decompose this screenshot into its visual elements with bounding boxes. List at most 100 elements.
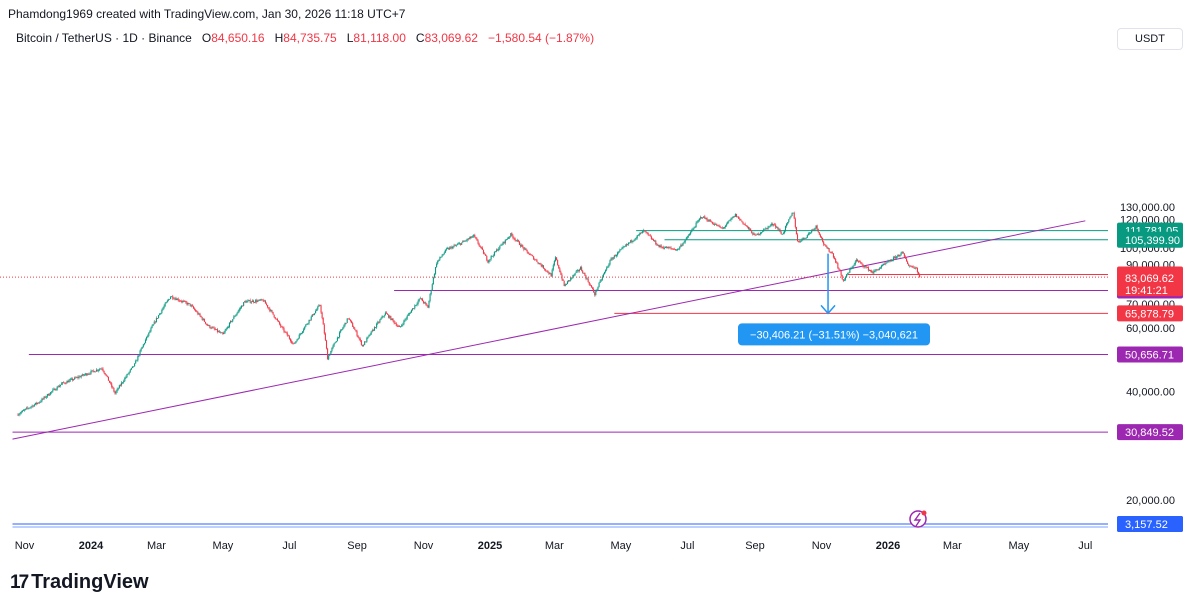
candle-body bbox=[310, 316, 312, 320]
candle-body bbox=[111, 383, 113, 387]
candle-body bbox=[160, 312, 162, 314]
candle-body bbox=[332, 345, 334, 349]
candle-body bbox=[648, 234, 650, 236]
trendline[interactable] bbox=[12, 220, 1086, 440]
candle-body bbox=[717, 225, 719, 227]
candle-body bbox=[313, 313, 316, 315]
candle-body bbox=[632, 240, 634, 242]
candle-body bbox=[591, 287, 594, 289]
candle-body bbox=[830, 252, 832, 254]
candle-body bbox=[527, 251, 529, 254]
candle-body bbox=[636, 235, 638, 238]
candle-body bbox=[571, 277, 573, 279]
candle-body bbox=[86, 373, 88, 376]
candle-body bbox=[148, 332, 150, 336]
candle-body bbox=[262, 300, 264, 302]
candle-body bbox=[163, 306, 165, 309]
candle-body bbox=[819, 234, 821, 237]
candle-body bbox=[767, 226, 769, 229]
candle-body bbox=[49, 394, 51, 396]
candle-body bbox=[673, 249, 675, 250]
candle-body bbox=[71, 378, 74, 381]
candle-body bbox=[639, 232, 642, 234]
candle-body bbox=[299, 333, 301, 335]
candle-body bbox=[724, 225, 727, 228]
measure-label-box[interactable] bbox=[738, 323, 930, 346]
candle-body bbox=[312, 314, 314, 316]
candle-body bbox=[729, 220, 731, 221]
candle-body bbox=[26, 407, 28, 409]
candle-body bbox=[276, 318, 278, 321]
x-tick-label: May bbox=[213, 540, 234, 552]
candle-body bbox=[865, 266, 867, 268]
candle-body bbox=[663, 247, 666, 249]
candle-body bbox=[668, 247, 670, 248]
x-tick-label: Sep bbox=[745, 540, 765, 552]
candle-body bbox=[182, 301, 184, 302]
candle-body bbox=[137, 355, 139, 361]
candle-body bbox=[769, 225, 771, 227]
candle-body bbox=[240, 305, 243, 308]
candle-body bbox=[325, 340, 328, 349]
candle-body bbox=[113, 388, 115, 392]
candle-body bbox=[711, 222, 714, 224]
x-tick-label: Mar bbox=[943, 540, 962, 552]
candle-body bbox=[34, 402, 36, 405]
candle-body bbox=[92, 370, 94, 372]
candle-body bbox=[763, 229, 765, 232]
candle-body bbox=[309, 319, 311, 321]
symbol-title[interactable]: Bitcoin / TetherUS · 1D · Binance bbox=[16, 31, 192, 45]
candle-body bbox=[154, 321, 156, 323]
candle-body bbox=[463, 241, 465, 242]
candle-body bbox=[387, 313, 389, 315]
candle-body bbox=[275, 318, 277, 320]
candle-body bbox=[328, 355, 330, 360]
candle-body bbox=[479, 245, 481, 247]
candle-body bbox=[53, 388, 55, 390]
candle-body bbox=[348, 318, 350, 320]
x-tick-label: Mar bbox=[147, 540, 166, 552]
candle-body bbox=[330, 350, 332, 355]
candle-body bbox=[95, 369, 98, 372]
candle-body bbox=[536, 259, 538, 262]
candle-body bbox=[63, 382, 65, 384]
currency-button[interactable]: USDT bbox=[1117, 28, 1183, 50]
candle-body bbox=[236, 312, 238, 315]
candle-body bbox=[306, 324, 308, 325]
candle-body bbox=[891, 260, 893, 262]
candle-body bbox=[820, 236, 823, 238]
candle-body bbox=[232, 319, 234, 322]
candle-body bbox=[56, 386, 58, 390]
events-bolt-icon[interactable] bbox=[909, 510, 927, 528]
events-dot bbox=[921, 510, 927, 516]
candle-body bbox=[481, 247, 483, 250]
candle-body bbox=[696, 221, 698, 223]
candle-body bbox=[739, 218, 741, 220]
candle-body bbox=[804, 237, 806, 239]
candle-body bbox=[258, 299, 260, 301]
candle-body bbox=[216, 329, 219, 332]
candle-body bbox=[681, 244, 683, 246]
candle-body bbox=[490, 256, 492, 260]
candle-body bbox=[667, 247, 669, 249]
candle-body bbox=[131, 366, 133, 368]
candle-body bbox=[173, 298, 175, 300]
tradingview-logo[interactable]: 17 TradingView bbox=[10, 571, 149, 594]
candle-body bbox=[321, 312, 323, 319]
candle-body bbox=[231, 321, 233, 322]
candle-body bbox=[881, 265, 884, 267]
candle-body bbox=[370, 331, 372, 335]
candle-body bbox=[551, 269, 553, 277]
candle-body bbox=[701, 217, 703, 218]
candle-body bbox=[850, 268, 852, 270]
price-chart[interactable]: 130,000.00120,000.00110,000.00100,000.00… bbox=[0, 0, 1200, 560]
bolt-glyph bbox=[913, 512, 922, 527]
candle-body bbox=[805, 237, 807, 239]
candle-body bbox=[320, 305, 322, 313]
candle-body bbox=[250, 301, 252, 303]
candle-body bbox=[558, 264, 560, 269]
candle-body bbox=[401, 325, 403, 327]
candle-body bbox=[913, 267, 915, 269]
x-tick-label: Sep bbox=[347, 540, 367, 552]
candle-body bbox=[740, 219, 742, 221]
